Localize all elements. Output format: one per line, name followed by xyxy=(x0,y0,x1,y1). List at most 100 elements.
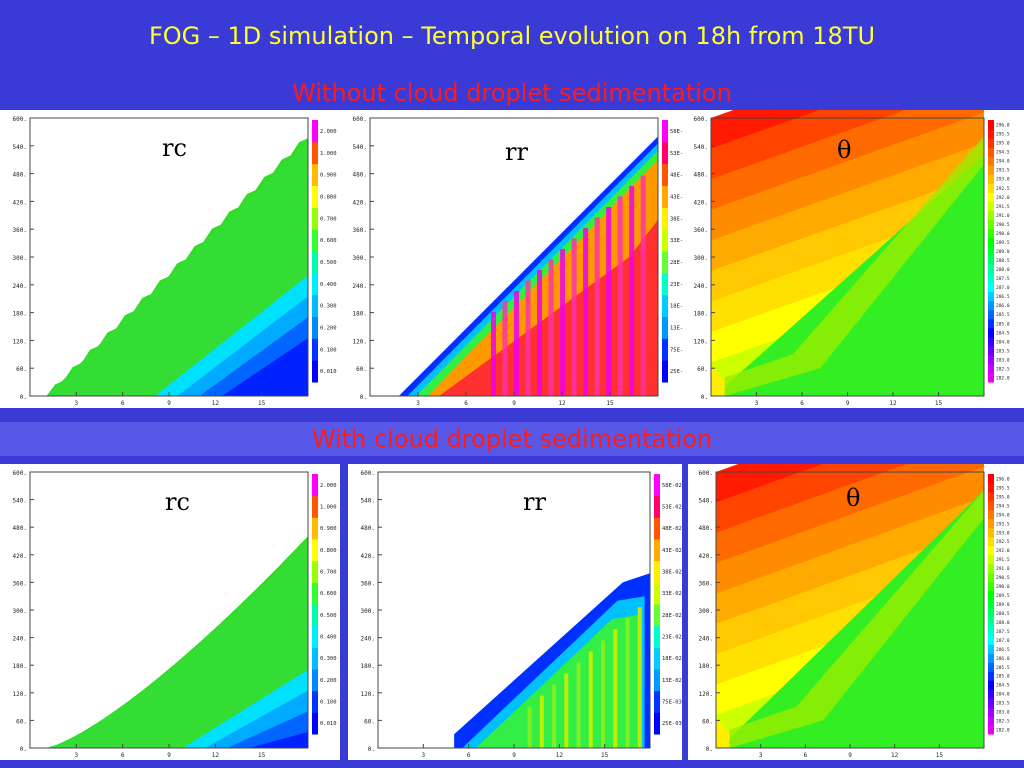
colorbar-swatch-19 xyxy=(988,554,994,565)
colorbar-label-10: 1.000 xyxy=(320,151,337,157)
chart-label-theta-bottom: θ xyxy=(846,484,861,512)
colorbar-swatch-14 xyxy=(988,246,994,257)
colorbar-swatch-9 xyxy=(654,517,660,540)
x-tick-label-3: 12 xyxy=(558,400,566,407)
chart-label-rr-top: rr xyxy=(505,138,528,166)
rr-streak-6 xyxy=(601,640,606,748)
chart-label-rr-bottom: rr xyxy=(523,488,546,516)
colorbar-label-16: 290.0 xyxy=(996,584,1010,590)
colorbar-label-3: 18E-02 xyxy=(670,304,690,310)
y-tick-label-7: 420. xyxy=(694,199,708,206)
section-heading-without-sedimentation: Without cloud droplet sedimentation xyxy=(292,79,732,107)
colorbar-label-19: 291.5 xyxy=(996,557,1010,563)
rr-streak-9 xyxy=(637,607,642,748)
colorbar-label-0: 0.010 xyxy=(320,721,337,727)
colorbar-swatch-7 xyxy=(312,207,318,230)
colorbar-label-4: 284.0 xyxy=(996,339,1010,345)
y-tick-label-3: 180. xyxy=(699,663,713,670)
colorbar-swatch-9 xyxy=(312,517,318,540)
colorbar-label-13: 288.5 xyxy=(996,611,1010,617)
colorbar-swatch-28 xyxy=(988,120,994,130)
colorbar-swatch-11 xyxy=(312,474,318,497)
colorbar-label-11: 2.000 xyxy=(320,129,337,135)
y-tick-label-8: 480. xyxy=(699,525,713,532)
y-tick-label-10: 600. xyxy=(13,116,27,123)
y-tick-label-3: 180. xyxy=(694,311,708,318)
plot-area xyxy=(716,464,984,748)
colorbar-label-8: 0.800 xyxy=(320,548,337,554)
colorbar-swatch-5 xyxy=(662,251,668,274)
y-tick-label-10: 600. xyxy=(699,470,713,477)
colorbar-swatch-1 xyxy=(662,338,668,361)
rc-main-region xyxy=(46,541,309,748)
colorbar-label-23: 293.5 xyxy=(996,168,1010,174)
colorbar-swatch-14 xyxy=(988,599,994,609)
y-tick-label-4: 240. xyxy=(353,283,367,290)
colorbar-swatch-20 xyxy=(988,545,994,556)
colorbar-label-6: 0.600 xyxy=(320,238,337,244)
y-tick-label-5: 300. xyxy=(694,255,708,262)
colorbar-swatch-7 xyxy=(662,207,668,230)
colorbar-swatch-17 xyxy=(988,219,994,229)
colorbar-swatch-6 xyxy=(312,229,318,252)
y-tick-label-1: 60. xyxy=(697,366,708,373)
colorbar-label-8: 43E-02 xyxy=(670,194,690,200)
plot-area xyxy=(711,110,984,396)
colorbar-swatch-2 xyxy=(662,316,668,339)
rr-streak-3 xyxy=(564,673,569,748)
plot-area xyxy=(46,138,309,397)
x-tick-label-4: 15 xyxy=(606,400,614,407)
y-tick-label-9: 540. xyxy=(13,498,27,505)
colorbar-label-1: 0.100 xyxy=(320,347,337,353)
colorbar-label-17: 290.5 xyxy=(996,222,1010,228)
y-tick-label-4: 240. xyxy=(699,636,713,643)
y-tick-label-9: 540. xyxy=(353,144,367,151)
colorbar-swatch-1 xyxy=(988,716,994,726)
colorbar-label-0: 0.010 xyxy=(320,369,337,375)
colorbar-label-4: 23E-02 xyxy=(662,635,682,641)
colorbar-swatch-3 xyxy=(654,647,660,670)
colorbar-label-4: 23E-02 xyxy=(670,282,690,288)
rr-streak-4 xyxy=(576,662,581,748)
colorbar-swatch-4 xyxy=(654,625,660,648)
colorbar-label-8: 286.0 xyxy=(996,303,1010,309)
x-tick-label-3: 12 xyxy=(889,400,897,407)
colorbar-label-9: 286.5 xyxy=(996,294,1010,300)
colorbar-label-7: 285.5 xyxy=(996,312,1010,318)
colorbar-label-16: 290.0 xyxy=(996,231,1010,237)
colorbar-swatch-6 xyxy=(988,671,994,681)
colorbar-swatch-24 xyxy=(988,509,994,520)
colorbar-label-18: 291.0 xyxy=(996,213,1010,219)
y-tick-label-1: 60. xyxy=(364,718,375,725)
y-tick-label-1: 60. xyxy=(16,366,27,373)
rr-streak-0 xyxy=(527,706,532,748)
y-tick-label-8: 480. xyxy=(361,525,375,532)
colorbar-label-23: 293.5 xyxy=(996,521,1010,527)
colorbar-swatch-8 xyxy=(654,539,660,562)
colorbar-swatch-10 xyxy=(654,495,660,518)
colorbar-swatch-20 xyxy=(988,192,994,202)
colorbar-label-21: 292.5 xyxy=(996,539,1010,545)
colorbar-label-1: 282.5 xyxy=(996,366,1010,372)
x-tick-label-0: 3 xyxy=(416,400,420,407)
y-tick-label-9: 540. xyxy=(13,144,27,151)
colorbar-swatch-1 xyxy=(988,363,994,374)
colorbar-swatch-24 xyxy=(988,156,994,166)
y-tick-label-1: 60. xyxy=(702,718,713,725)
y-tick-label-6: 360. xyxy=(353,227,367,234)
rr-streak-3 xyxy=(525,280,531,396)
y-tick-label-3: 180. xyxy=(361,663,375,670)
colorbar-swatch-8 xyxy=(988,300,994,311)
colorbar-label-11: 287.5 xyxy=(996,276,1010,282)
x-tick-label-0: 3 xyxy=(75,400,79,407)
colorbar-swatch-21 xyxy=(988,536,994,547)
x-tick-label-4: 15 xyxy=(936,752,944,759)
colorbar-swatch-6 xyxy=(654,582,660,605)
colorbar-label-7: 285.5 xyxy=(996,665,1010,671)
colorbar-swatch-11 xyxy=(312,120,318,143)
colorbar-label-6: 0.600 xyxy=(320,591,337,597)
colorbar-swatch-12 xyxy=(988,264,994,275)
colorbar-label-28: 296.0 xyxy=(996,476,1010,482)
x-tick-label-1: 6 xyxy=(121,400,125,407)
colorbar-label-9: 286.5 xyxy=(996,647,1010,653)
